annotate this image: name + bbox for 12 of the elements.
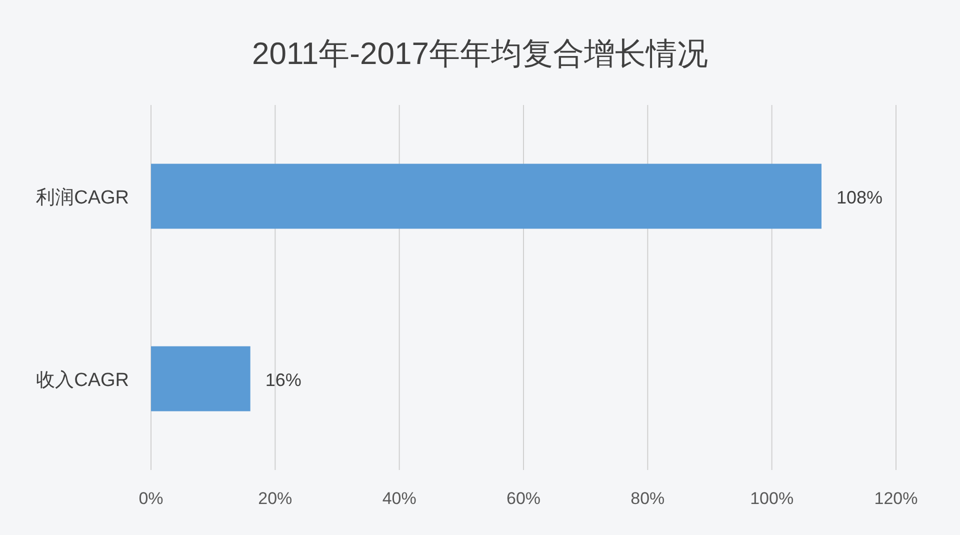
y-tick-label: 收入CAGR: [36, 370, 129, 391]
x-tick-label: 60%: [506, 489, 541, 508]
data-label: 16%: [265, 370, 302, 390]
y-tick-label: 利润CAGR: [36, 186, 129, 208]
x-tick-label: 80%: [630, 489, 665, 508]
x-tick-label: 100%: [750, 489, 794, 508]
x-tick-label: 0%: [138, 489, 164, 508]
x-tick-label: 40%: [382, 489, 416, 508]
x-tick-label: 20%: [258, 489, 292, 508]
chart-title: 2011年-2017年年均复合增长情况: [252, 36, 708, 71]
data-label: 108%: [836, 187, 883, 208]
x-tick-label: 120%: [874, 489, 918, 508]
